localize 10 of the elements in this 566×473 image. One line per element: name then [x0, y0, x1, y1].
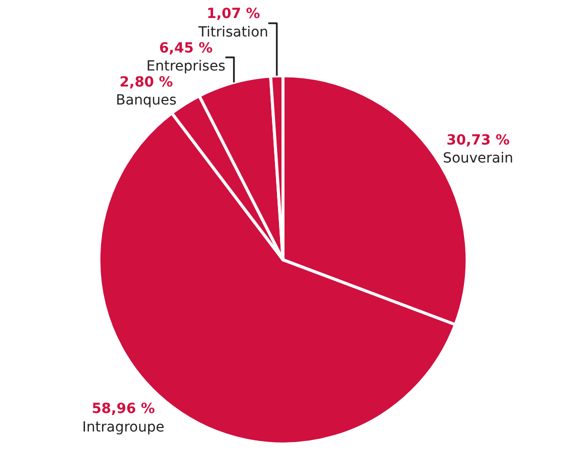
data-label: 2,80 %	[120, 74, 173, 90]
data-label: 1,07 %	[206, 6, 260, 22]
slice-label: Souverain	[442, 150, 514, 167]
data-label: 6,45 %	[159, 40, 213, 56]
data-label: 30,73 %	[446, 132, 510, 148]
slice-label: Titrisation	[197, 24, 268, 40]
data-label: 58,96 %	[92, 401, 155, 418]
slice-label: Intragroupe	[82, 419, 164, 436]
slice-label: Banques	[116, 92, 177, 109]
slice-label: Entreprises	[146, 58, 226, 74]
